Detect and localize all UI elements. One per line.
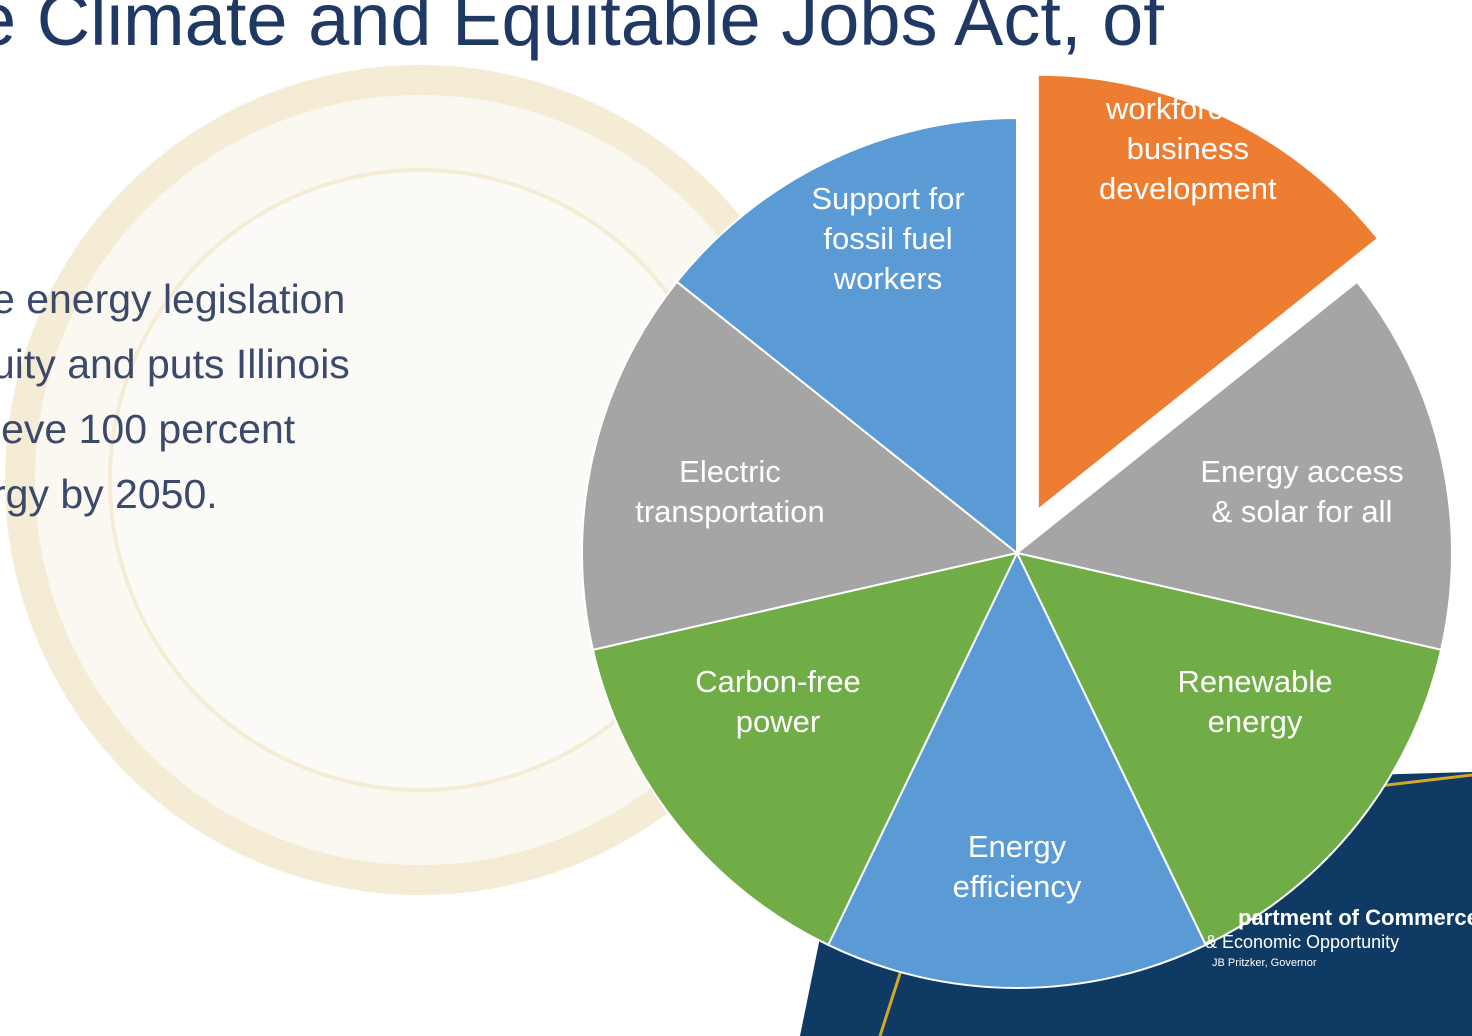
body-line: uity and puts Illinois: [0, 341, 350, 387]
slide: e Climate and Equitable Jobs Act, of e e…: [0, 0, 1472, 1036]
segment-label: business: [1127, 131, 1249, 166]
segment-label: transportation: [635, 494, 825, 529]
segment-label: development: [1099, 171, 1277, 206]
body-line: ieve 100 percent: [0, 406, 296, 452]
body-line: e energy legislation: [0, 276, 345, 322]
segment-label: Equitable: [1123, 51, 1252, 86]
segment-label: Carbon-free: [695, 664, 860, 699]
segment-label: workforce &: [1105, 91, 1270, 126]
segment-label: Electric: [679, 454, 781, 489]
segment-label: efficiency: [953, 869, 1082, 904]
page: e Climate and Equitable Jobs Act, of e e…: [0, 0, 1472, 1036]
segment-label: Energy: [968, 829, 1067, 864]
logo-line: JB Pritzker, Governor: [1212, 957, 1317, 969]
segment-label: power: [736, 704, 820, 739]
logo-line: & Economic Opportunity: [1205, 932, 1399, 952]
segment-label: Renewable: [1177, 664, 1332, 699]
segment-label: Energy access: [1200, 454, 1403, 489]
segment-label: fossil fuel: [823, 221, 952, 256]
slide-title: e Climate and Equitable Jobs Act, of: [0, 0, 1164, 61]
body-line: rgy by 2050.: [0, 471, 218, 517]
segment-label: workers: [833, 261, 943, 296]
segment-label: & solar for all: [1212, 494, 1393, 529]
logo-line: partment of Commerce: [1238, 905, 1472, 930]
segment-label: energy: [1208, 704, 1303, 739]
segment-label: Support for: [811, 181, 964, 216]
